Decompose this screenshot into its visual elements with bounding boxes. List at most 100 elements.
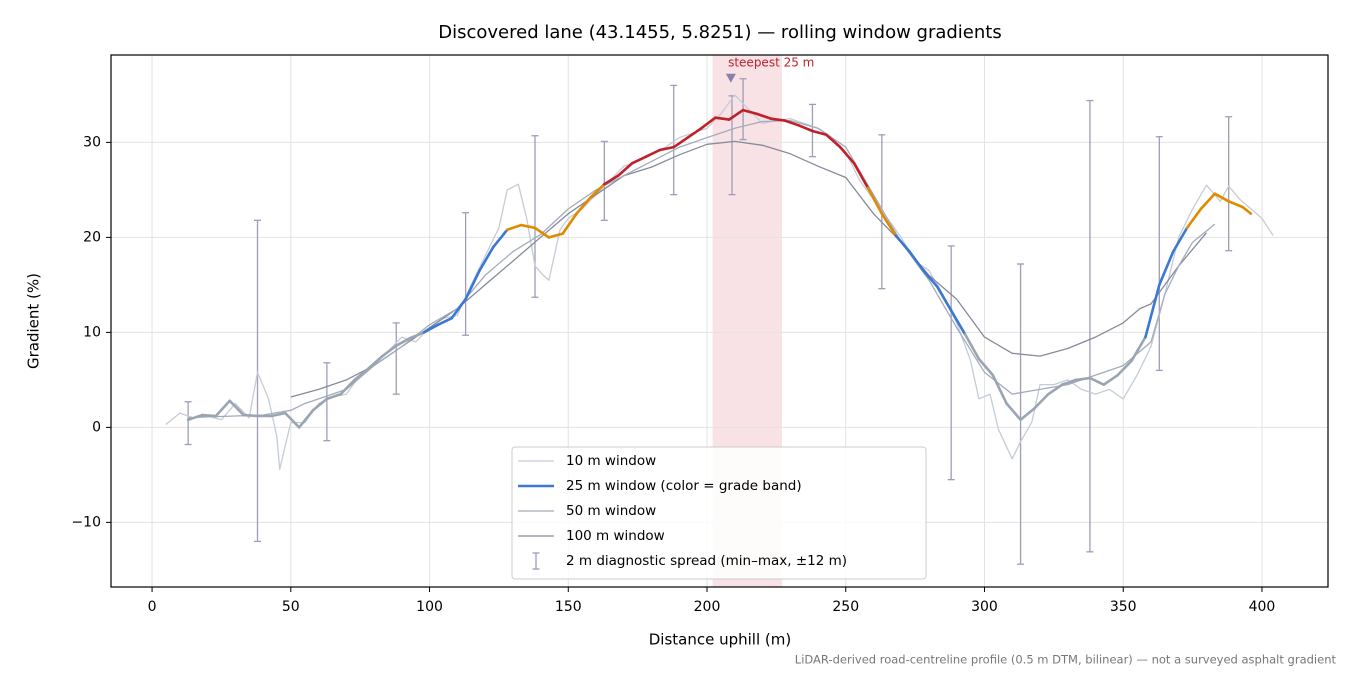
line-segment: [644, 148, 662, 158]
line-segment: [1047, 383, 1064, 396]
line-segment: [603, 174, 620, 186]
line-segment: [866, 186, 884, 215]
line-segment: [519, 223, 537, 230]
x-tick-label: 350: [1110, 599, 1137, 615]
line-segment: [228, 399, 245, 417]
line-segment: [200, 413, 218, 418]
line-segment: [949, 309, 967, 336]
legend-label: 100 m window: [566, 528, 665, 544]
x-tick-label: 300: [971, 599, 998, 615]
y-tick-label: 0: [92, 419, 101, 435]
line-segment: [478, 245, 495, 272]
line-segment: [714, 116, 731, 121]
line-segment: [1033, 392, 1050, 410]
line-segment: [686, 126, 703, 139]
line-segment: [936, 285, 953, 312]
line-segment: [741, 108, 759, 116]
line-segment: [991, 373, 1008, 405]
line-segment: [811, 129, 828, 137]
line-segment: [311, 397, 329, 412]
line-segment: [1005, 402, 1022, 422]
line-segment: [658, 145, 676, 152]
line-segment: [977, 357, 995, 377]
line-segment: [464, 269, 481, 301]
line-segment: [561, 212, 578, 235]
line-segment: [547, 232, 565, 239]
line-segment: [630, 155, 648, 165]
x-tick-label: 50: [282, 599, 300, 615]
y-tick-label: 30: [83, 134, 101, 150]
line-segment: [838, 145, 856, 165]
line-segment: [270, 411, 287, 418]
line-segment: [1227, 200, 1244, 209]
line-segment: [1102, 373, 1119, 386]
line-segment: [616, 162, 634, 177]
chart-title: Discovered lane (43.1455, 5.8251) — roll…: [438, 22, 1001, 43]
line-segment: [908, 250, 925, 272]
line-segment: [533, 226, 551, 239]
x-tick-label: 400: [1249, 599, 1276, 615]
line-segment: [297, 408, 315, 429]
x-tick-label: 100: [416, 599, 443, 615]
line-segment: [1157, 250, 1175, 287]
y-tick-label: −10: [71, 514, 101, 530]
line-segment: [422, 323, 440, 334]
line-segment: [1213, 192, 1230, 203]
series-line: [290, 140, 1207, 398]
line-segment: [1185, 207, 1203, 230]
line-segment: [408, 331, 426, 340]
legend-label: 50 m window: [566, 503, 656, 519]
line-segment: [922, 269, 939, 289]
line-segment: [450, 297, 467, 320]
y-axis-label: Gradient (%): [25, 273, 43, 369]
series-line: [188, 119, 1216, 419]
line-segment: [700, 116, 717, 130]
y-tick-label: 20: [83, 229, 101, 245]
line-segment: [1241, 205, 1253, 215]
line-segment: [436, 316, 454, 327]
legend-label: 25 m window (color = grade band): [566, 478, 802, 494]
line-segment: [339, 378, 356, 396]
legend-label: 10 m window: [566, 453, 656, 469]
line-segment: [1088, 376, 1106, 386]
line-segment: [672, 136, 689, 149]
line-segment: [505, 223, 523, 232]
plot-frame: [110, 54, 1329, 588]
x-axis-label: Distance uphill (m): [649, 631, 791, 649]
line-segment: [381, 344, 398, 358]
line-segment: [894, 234, 911, 253]
line-segment: [492, 228, 509, 249]
line-segment: [880, 212, 897, 237]
line-segment: [1199, 192, 1217, 211]
line-segment: [769, 117, 787, 122]
line-segment: [242, 413, 259, 418]
line-segment: [186, 413, 204, 422]
x-tick-label: 200: [694, 599, 721, 615]
y-tick-label: 10: [83, 324, 101, 340]
line-segment: [589, 182, 606, 199]
line-segment: [1116, 359, 1133, 377]
annotation: steepest 25 m: [728, 55, 814, 69]
line-segment: [1019, 407, 1036, 422]
line-segment: [797, 124, 814, 133]
legend-box: [511, 446, 927, 580]
steepest-marker: [725, 73, 736, 83]
line-segment: [575, 196, 592, 215]
line-segment: [325, 392, 343, 401]
line-segment: [825, 133, 842, 149]
line-segment: [367, 354, 384, 370]
line-segment: [755, 112, 773, 120]
line-segment: [963, 332, 981, 361]
line-segment: [852, 162, 870, 190]
line-segment: [1074, 376, 1092, 382]
line-segment: [1171, 226, 1189, 253]
x-tick-label: 250: [832, 599, 859, 615]
x-tick-label: 150: [555, 599, 582, 615]
line-segment: [394, 336, 412, 348]
footnote: LiDAR-derived road-centreline profile (0…: [795, 653, 1337, 667]
line-segment: [353, 367, 370, 382]
line-segment: [1130, 335, 1147, 363]
legend-label: 2 m diagnostic spread (min–max, ±12 m): [566, 553, 847, 569]
line-segment: [214, 399, 232, 418]
